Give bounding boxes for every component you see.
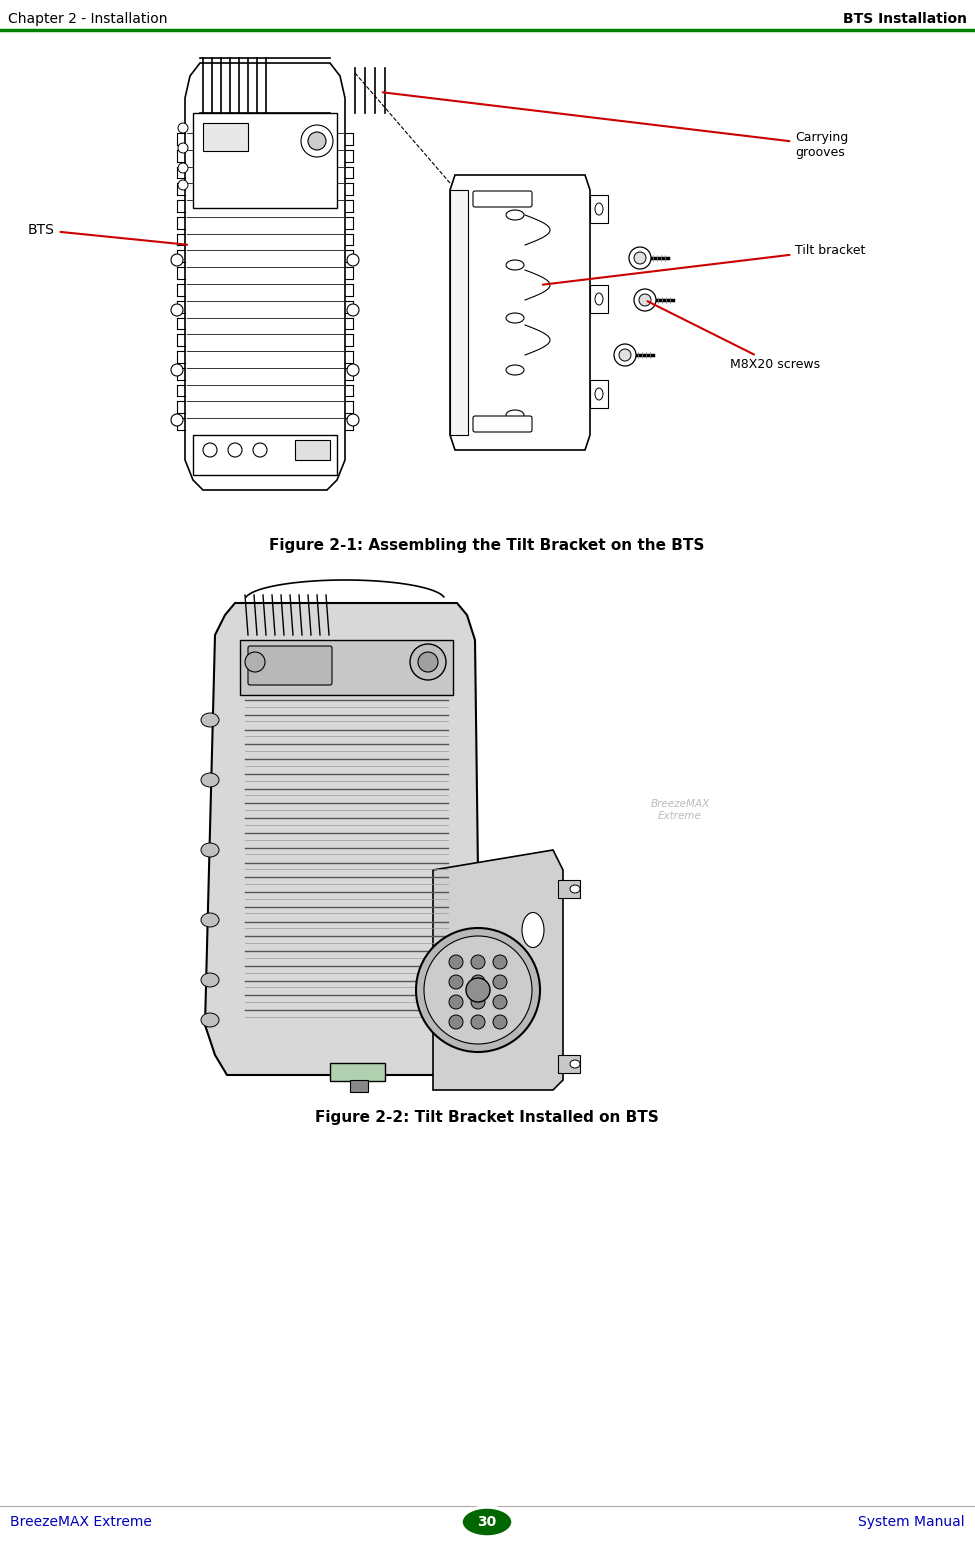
FancyBboxPatch shape (193, 436, 337, 474)
FancyBboxPatch shape (558, 1055, 580, 1072)
Circle shape (171, 414, 183, 426)
Text: Chapter 2 - Installation: Chapter 2 - Installation (8, 12, 168, 26)
Circle shape (347, 365, 359, 375)
Ellipse shape (522, 913, 544, 947)
Circle shape (471, 955, 485, 969)
Ellipse shape (201, 772, 219, 786)
Text: Carrying
grooves: Carrying grooves (383, 93, 848, 159)
FancyBboxPatch shape (203, 124, 248, 151)
Polygon shape (205, 603, 480, 1075)
Circle shape (245, 652, 265, 672)
Circle shape (493, 995, 507, 1009)
FancyBboxPatch shape (450, 190, 468, 436)
Text: Tilt bracket: Tilt bracket (543, 244, 866, 284)
Circle shape (347, 253, 359, 266)
FancyBboxPatch shape (590, 380, 608, 408)
Circle shape (347, 414, 359, 426)
Circle shape (449, 955, 463, 969)
FancyBboxPatch shape (590, 195, 608, 222)
Circle shape (410, 644, 446, 680)
Circle shape (449, 995, 463, 1009)
Circle shape (619, 349, 631, 362)
Text: System Manual: System Manual (858, 1516, 965, 1530)
Circle shape (634, 252, 646, 264)
Ellipse shape (461, 1506, 513, 1537)
Circle shape (493, 955, 507, 969)
Circle shape (634, 289, 656, 311)
Circle shape (614, 345, 636, 366)
Circle shape (228, 443, 242, 457)
Polygon shape (450, 175, 590, 450)
Circle shape (449, 975, 463, 989)
FancyBboxPatch shape (350, 1080, 368, 1092)
Circle shape (308, 131, 326, 150)
Text: BreezeMAX Extreme: BreezeMAX Extreme (10, 1516, 152, 1530)
Ellipse shape (595, 294, 603, 304)
Ellipse shape (201, 712, 219, 728)
FancyBboxPatch shape (295, 440, 330, 460)
Ellipse shape (595, 202, 603, 215)
Ellipse shape (506, 210, 524, 219)
Text: M8X20 screws: M8X20 screws (647, 301, 820, 371)
FancyBboxPatch shape (240, 640, 453, 695)
Circle shape (178, 124, 188, 133)
Circle shape (203, 443, 217, 457)
Ellipse shape (506, 260, 524, 270)
Circle shape (493, 975, 507, 989)
Polygon shape (433, 850, 563, 1091)
Circle shape (347, 304, 359, 317)
Ellipse shape (595, 388, 603, 400)
Circle shape (639, 294, 651, 306)
Text: 30: 30 (478, 1516, 496, 1530)
Ellipse shape (570, 885, 580, 893)
FancyBboxPatch shape (330, 1063, 385, 1081)
FancyBboxPatch shape (590, 284, 608, 314)
Circle shape (301, 125, 333, 158)
Circle shape (253, 443, 267, 457)
Circle shape (171, 304, 183, 317)
Circle shape (178, 144, 188, 153)
Ellipse shape (506, 409, 524, 420)
Circle shape (418, 652, 438, 672)
Circle shape (171, 253, 183, 266)
Ellipse shape (201, 1014, 219, 1027)
Circle shape (171, 365, 183, 375)
FancyBboxPatch shape (473, 416, 532, 433)
FancyBboxPatch shape (248, 646, 332, 684)
Polygon shape (185, 63, 345, 490)
Ellipse shape (201, 913, 219, 927)
Circle shape (416, 929, 540, 1052)
Text: Figure 2-2: Tilt Bracket Installed on BTS: Figure 2-2: Tilt Bracket Installed on BT… (315, 1109, 659, 1125)
Circle shape (629, 247, 651, 269)
Ellipse shape (506, 365, 524, 375)
FancyBboxPatch shape (473, 192, 532, 207)
Ellipse shape (201, 973, 219, 987)
Text: BTS: BTS (28, 222, 187, 244)
Ellipse shape (506, 314, 524, 323)
Circle shape (471, 975, 485, 989)
Circle shape (493, 1015, 507, 1029)
Text: BTS Installation: BTS Installation (843, 12, 967, 26)
Circle shape (178, 181, 188, 190)
FancyBboxPatch shape (193, 113, 337, 209)
Text: BreezeMAX
Extreme: BreezeMAX Extreme (650, 799, 710, 820)
Circle shape (466, 978, 490, 1003)
FancyBboxPatch shape (558, 881, 580, 898)
Circle shape (424, 936, 532, 1044)
Ellipse shape (201, 844, 219, 857)
Circle shape (471, 1015, 485, 1029)
Text: Figure 2-1: Assembling the Tilt Bracket on the BTS: Figure 2-1: Assembling the Tilt Bracket … (269, 538, 705, 553)
Circle shape (449, 1015, 463, 1029)
Ellipse shape (570, 1060, 580, 1068)
Circle shape (471, 995, 485, 1009)
Circle shape (178, 164, 188, 173)
